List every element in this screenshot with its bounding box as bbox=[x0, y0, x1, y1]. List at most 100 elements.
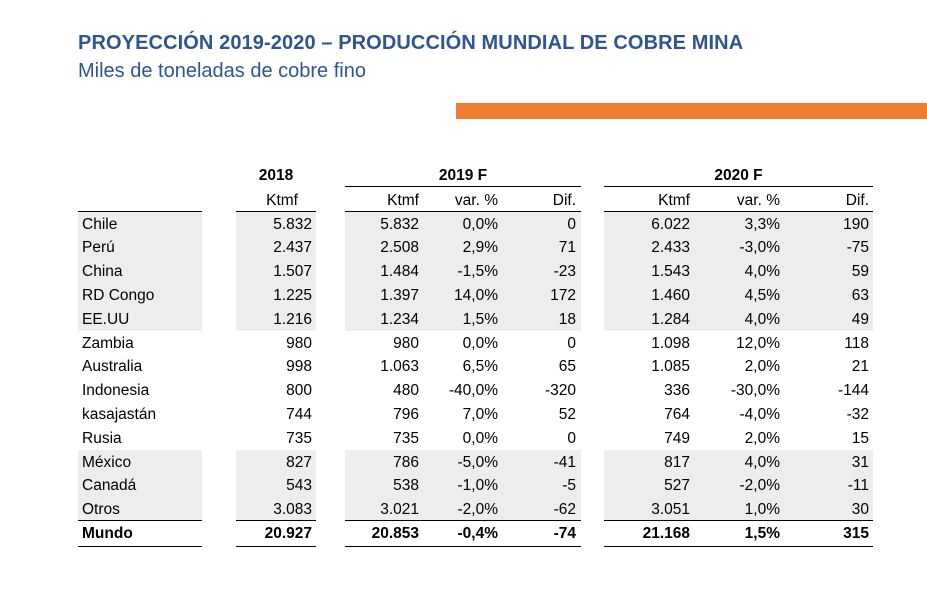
row-d2019: 71 bbox=[558, 239, 576, 257]
row-d2019: 0 bbox=[567, 215, 576, 233]
row-v2019: 2,9% bbox=[462, 239, 498, 257]
row-k2020: 527 bbox=[664, 477, 690, 495]
row-shade bbox=[604, 450, 873, 474]
row-shade bbox=[345, 497, 581, 522]
total-country: Mundo bbox=[82, 524, 133, 542]
row-v2019: 14,0% bbox=[454, 286, 498, 304]
row-d2019: -41 bbox=[553, 453, 576, 471]
row-k2019: 796 bbox=[393, 405, 419, 423]
row-d2019: 18 bbox=[558, 310, 576, 328]
row-v2019: 6,5% bbox=[462, 358, 498, 376]
row-v2020: 2,0% bbox=[744, 358, 780, 376]
row-k2018: 2.437 bbox=[273, 239, 312, 257]
total-rule-bottom bbox=[236, 546, 316, 548]
row-shade bbox=[345, 259, 581, 284]
row-shade bbox=[78, 212, 202, 236]
row-d2020: -75 bbox=[846, 239, 869, 257]
row-k2018: 1.507 bbox=[273, 263, 312, 281]
row-shade bbox=[345, 307, 581, 331]
row-k2018: 735 bbox=[286, 429, 312, 447]
row-country: Zambia bbox=[82, 334, 134, 352]
row-shade bbox=[236, 212, 316, 236]
row-k2020: 817 bbox=[664, 453, 690, 471]
row-k2019: 786 bbox=[393, 453, 419, 471]
row-country: México bbox=[82, 453, 132, 471]
row-d2019: 65 bbox=[558, 358, 576, 376]
row-k2020: 2.433 bbox=[651, 239, 690, 257]
total-d2019: -74 bbox=[553, 524, 576, 542]
row-k2019: 538 bbox=[393, 477, 419, 495]
row-k2018: 827 bbox=[286, 453, 312, 471]
row-country: kasajastán bbox=[82, 405, 157, 423]
row-k2020: 764 bbox=[664, 405, 690, 423]
row-d2019: -62 bbox=[553, 501, 576, 519]
row-country: Chile bbox=[82, 215, 118, 233]
row-d2020: 15 bbox=[851, 429, 869, 447]
row-shade bbox=[236, 235, 316, 260]
row-shade bbox=[78, 307, 202, 331]
row-k2019: 1.063 bbox=[380, 358, 419, 376]
row-d2019: -5 bbox=[562, 477, 576, 495]
row-d2020: 190 bbox=[843, 215, 869, 233]
row-shade bbox=[236, 283, 316, 308]
row-country: Rusia bbox=[82, 429, 122, 447]
rule-2020-top bbox=[604, 186, 873, 187]
row-k2020: 336 bbox=[664, 382, 690, 400]
rule-country-top bbox=[78, 211, 202, 212]
subheader-dif-2019: Dif. bbox=[552, 192, 576, 209]
row-d2020: -32 bbox=[846, 405, 869, 423]
page-subtitle: Miles de toneladas de cobre fino bbox=[78, 60, 366, 82]
row-k2018: 5.832 bbox=[273, 215, 312, 233]
row-k2018: 1.225 bbox=[273, 286, 312, 304]
total-rule-top bbox=[345, 520, 581, 522]
row-shade bbox=[345, 235, 581, 260]
row-shade bbox=[236, 450, 316, 474]
row-d2020: 21 bbox=[851, 358, 869, 376]
row-shade bbox=[604, 235, 873, 260]
row-k2020: 1.085 bbox=[651, 358, 690, 376]
row-v2019: 7,0% bbox=[462, 405, 498, 423]
row-k2018: 800 bbox=[286, 382, 312, 400]
row-shade bbox=[604, 307, 873, 331]
total-rule-bottom bbox=[78, 546, 202, 548]
row-k2019: 3.021 bbox=[380, 501, 419, 519]
total-rule-top bbox=[78, 520, 202, 522]
row-k2018: 744 bbox=[286, 405, 312, 423]
row-v2019: -2,0% bbox=[457, 501, 499, 519]
row-shade bbox=[78, 283, 202, 308]
row-k2018: 998 bbox=[286, 358, 312, 376]
row-country: Indonesia bbox=[82, 382, 150, 400]
row-v2020: -2,0% bbox=[739, 477, 781, 495]
row-k2019: 2.508 bbox=[380, 239, 419, 257]
row-shade bbox=[236, 473, 316, 498]
total-k2018: 20.927 bbox=[264, 524, 312, 542]
row-shade bbox=[345, 450, 581, 474]
row-v2019: -5,0% bbox=[457, 453, 499, 471]
header-2020: 2020 F bbox=[714, 167, 763, 184]
row-shade bbox=[604, 259, 873, 284]
row-k2020: 1.543 bbox=[651, 263, 690, 281]
page-title: PROYECCIÓN 2019-2020 – PRODUCCIÓN MUNDIA… bbox=[78, 32, 744, 54]
row-v2019: -1,5% bbox=[457, 263, 499, 281]
row-d2020: -144 bbox=[837, 382, 869, 400]
row-k2018: 3.083 bbox=[273, 501, 312, 519]
row-shade bbox=[345, 212, 581, 236]
row-shade bbox=[78, 473, 202, 498]
row-country: Perú bbox=[82, 239, 115, 257]
row-v2019: 0,0% bbox=[462, 215, 498, 233]
row-d2020: 63 bbox=[851, 286, 869, 304]
total-d2020: 315 bbox=[843, 524, 869, 542]
row-country: China bbox=[82, 263, 123, 281]
row-country: Otros bbox=[82, 501, 120, 519]
row-country: RD Congo bbox=[82, 286, 155, 304]
row-v2020: -3,0% bbox=[739, 239, 781, 257]
row-shade bbox=[236, 497, 316, 522]
row-v2020: 12,0% bbox=[736, 334, 780, 352]
total-v2020: 1,5% bbox=[744, 524, 780, 542]
row-shade bbox=[78, 259, 202, 284]
row-d2020: 31 bbox=[851, 453, 869, 471]
row-country: Australia bbox=[82, 358, 143, 376]
row-k2018: 980 bbox=[286, 334, 312, 352]
rule-2018-top bbox=[236, 211, 316, 212]
row-k2020: 1.098 bbox=[651, 334, 690, 352]
